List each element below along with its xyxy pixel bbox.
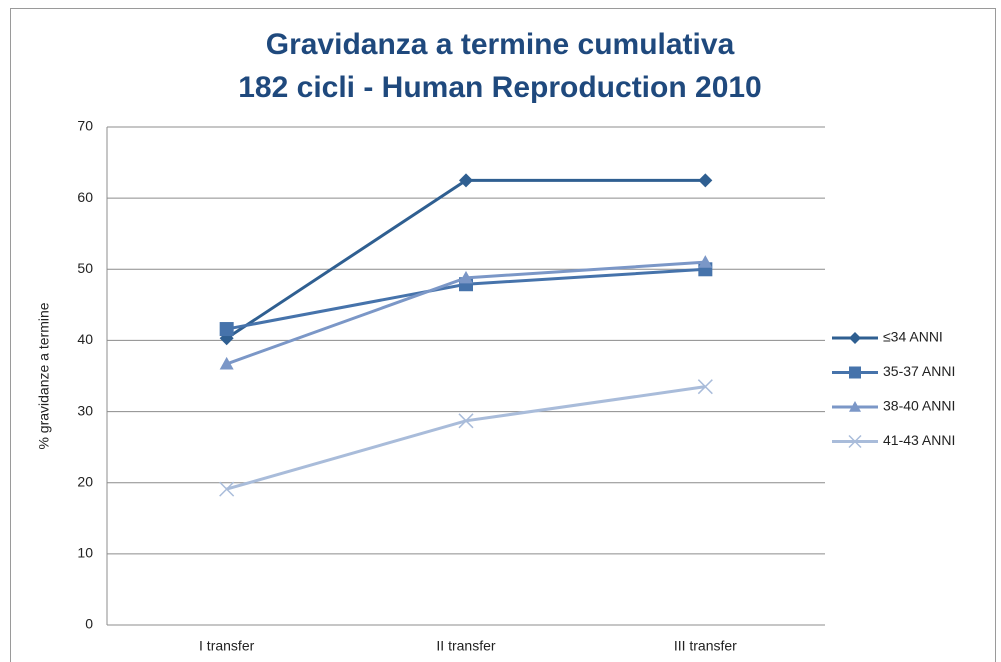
y-tick-label: 30 [77,402,93,418]
marker [698,255,713,268]
marker [849,332,861,344]
y-tick-label: 70 [77,118,93,134]
marker [848,434,862,449]
chart-title: Gravidanza a termine cumulativa [266,28,735,61]
marker [459,270,473,284]
legend-label: 35-37 ANNI [883,363,955,379]
x-tick-label: II transfer [436,638,495,654]
marker [849,366,861,379]
marker [219,356,234,370]
x-tick-label: I transfer [199,638,255,654]
y-tick-label: 60 [77,189,93,205]
chart-title: 182 cicli - Human Reproduction 2010 [238,71,762,104]
y-tick-label: 0 [85,616,93,632]
y-tick-label: 10 [77,545,93,561]
marker [698,173,713,188]
marker [458,413,474,429]
y-tick-label: 20 [77,473,93,489]
marker [459,173,473,188]
chart-frame [10,8,996,662]
marker [697,379,713,395]
legend-label: 41-43 ANNI [883,432,955,448]
marker [219,322,234,337]
y-tick-label: 50 [77,260,93,276]
legend-label: ≤34 ANNI [883,329,943,345]
marker [219,481,235,497]
marker [849,401,861,412]
y-tick-label: 40 [77,331,93,347]
legend-label: 38-40 ANNI [883,398,955,414]
y-axis-label: % gravidanze a termine [36,302,52,449]
x-tick-label: III transfer [674,638,737,654]
